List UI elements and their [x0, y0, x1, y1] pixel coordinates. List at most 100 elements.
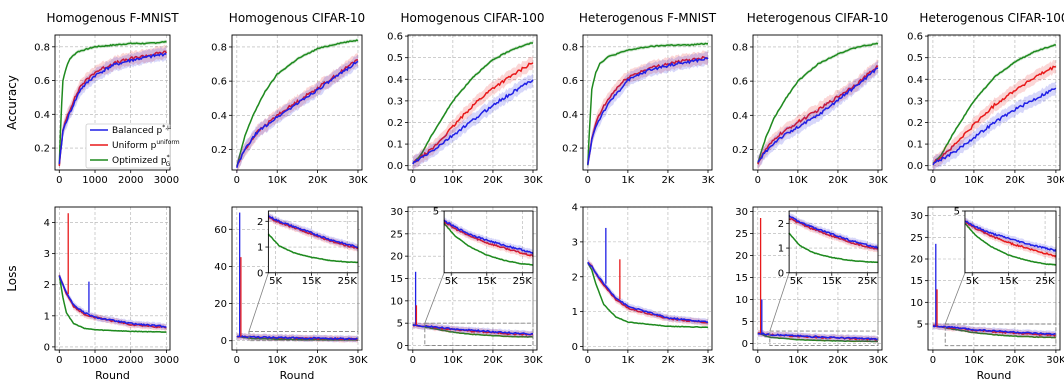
panel-loss-4-y-tick-label: 3 — [572, 237, 578, 248]
panel-loss-2-y-tick-label: 40 — [214, 262, 227, 273]
panel-loss-6-y-tick-label: 15 — [910, 276, 923, 287]
panel-accuracy-2-title: Homogenous CIFAR-10 — [229, 11, 365, 25]
panel-accuracy-3-y-tick-label: 0.6 — [387, 32, 403, 43]
panel-loss-2-y-tick-label: 60 — [214, 225, 227, 236]
panel-accuracy-3-x-tick-label: 30K — [523, 175, 543, 186]
panel-accuracy-3-series-balanced — [412, 79, 534, 165]
panel-loss-5-x-tick-label: 30K — [868, 355, 888, 366]
panel-loss-6-inset-series-uniform — [964, 220, 1057, 258]
panel-loss-1-y-tick-label: 2 — [44, 280, 50, 291]
panel-loss-3-zoom-connector — [424, 272, 445, 324]
panel-accuracy-2-series-optimized — [236, 39, 359, 167]
panel-accuracy-4-y-tick-label: 0.6 — [562, 76, 578, 87]
panel-accuracy-2-series-balanced — [236, 60, 359, 168]
panel-loss-4-x-tick-label: 3K — [702, 355, 715, 366]
panel-accuracy-1-y-axis-label: Accuracy — [5, 75, 19, 130]
panel-loss-6-x-tick-label: 10K — [964, 355, 984, 366]
panel-loss-6-y-tick-label: 20 — [910, 255, 923, 266]
panel-loss-2-inset-x-tick-label: 5K — [269, 276, 282, 287]
panel-accuracy-6-y-tick-label: 0.3 — [907, 96, 923, 107]
panel-accuracy-1-x-tick-label: 2000 — [118, 175, 143, 186]
panel-accuracy-4-series-balanced — [587, 57, 709, 165]
panel-loss-2-x-tick-label: 20K — [308, 355, 328, 366]
panel-accuracy-4-x-tick-label: 0 — [585, 175, 591, 186]
panel-loss-5-inset-x-tick-label: 15K — [822, 276, 842, 287]
panel-accuracy-5-x-tick-label: 20K — [828, 175, 848, 186]
panel-accuracy-2: 0 10K 20K 30K 0.2 0.4 0.6 0.8 Homogenous CIFAR-1… — [211, 11, 368, 186]
panel-accuracy-3-frame — [407, 34, 538, 171]
panel-loss-2-frame — [231, 206, 363, 351]
panel-loss-6-inset-y-tick-label: 5 — [954, 207, 960, 218]
panel-accuracy-3: 0 10K 20K 30K 0.0 0.1 0.2 0.3 0.4 0.5 0.6 Homogenou… — [387, 11, 544, 186]
panel-loss-3-y-tick-label: 20 — [390, 252, 403, 263]
panel-accuracy-6-y-tick-label: 0.4 — [907, 75, 923, 86]
panel-accuracy-2-x-tick-label: 10K — [268, 175, 288, 186]
panel-loss-6-inset-series-balanced — [964, 220, 1057, 252]
panel-accuracy-5-x-tick-label: 10K — [788, 175, 808, 186]
panel-loss-6: 0 10K 20K 30K 5 10 15 20 25 30 5K 15K 25K 5 Round — [910, 207, 1064, 383]
panel-loss-4-y-tick-label: 0 — [572, 342, 578, 353]
panel-loss-6-series-optimized — [932, 325, 1056, 339]
panel-loss-4-plot-area — [583, 207, 712, 350]
panel-accuracy-4-y-tick-label: 0.8 — [562, 42, 578, 53]
panel-loss-1-x-tick-label: 0 — [56, 355, 62, 366]
panel-loss-5-y-tick-label: 10 — [735, 295, 748, 306]
panel-loss-5-inset-series-optimized — [788, 232, 878, 264]
panel-loss-5-inset-y-tick-label: 2 — [778, 219, 784, 230]
panel-loss-6-inset-series-optimized — [964, 223, 1057, 266]
panel-loss-5-inset: 5K 15K 25K 0 1 2 — [778, 210, 879, 287]
panel-accuracy-1-y-tick-label: 0.2 — [34, 144, 50, 155]
panel-loss-1-y-tick-label: 3 — [44, 249, 50, 260]
panel-loss-5-series-optimized — [757, 332, 878, 343]
panel-accuracy-5-series-balanced — [757, 67, 879, 163]
panel-loss-6-series-balanced — [932, 324, 1057, 336]
panel-loss-1-band-uniform — [59, 272, 167, 331]
panel-accuracy-3-y-tick-label: 0.0 — [387, 161, 403, 172]
panel-accuracy-3-band-uniform — [412, 56, 533, 170]
legend-label-balanced: Balanced p*,μ — [112, 124, 171, 136]
panel-loss-3-inset-x-tick-label: 5K — [445, 276, 458, 287]
panel-accuracy-2-x-tick-label: 30K — [348, 175, 368, 186]
panel-accuracy-1-y-tick-label: 0.4 — [34, 110, 50, 121]
panel-loss-5-y-tick-label: 15 — [735, 273, 748, 284]
panel-accuracy-2-frame — [231, 34, 363, 171]
panel-loss-4-series-balanced — [587, 261, 709, 323]
panel-accuracy-3-x-tick-label: 20K — [483, 175, 503, 186]
panel-accuracy-6-x-tick-label: 30K — [1046, 175, 1064, 186]
panel-accuracy-3-series-uniform — [412, 62, 534, 164]
panel-loss-4-x-tick-label: 1K — [621, 355, 634, 366]
panel-loss-3-y-tick-label: 15 — [390, 274, 403, 285]
panel-loss-3-inset-x-tick-label: 15K — [477, 276, 497, 287]
panel-accuracy-4-series-optimized — [587, 42, 708, 166]
panel-loss-1-series-optimized — [58, 275, 167, 333]
panel-loss-3-inset-y-tick-label: 5 — [433, 207, 439, 218]
panel-loss-5-y-tick-label: 5 — [742, 317, 748, 328]
panel-accuracy-1-series-balanced — [58, 52, 167, 164]
panel-loss-1-x-axis-label: Round — [95, 369, 130, 382]
panel-accuracy-6-title: Heterogenous CIFAR-100 — [919, 11, 1064, 25]
panel-loss-3-y-tick-label: 5 — [397, 319, 403, 330]
panel-loss-5-x-tick-label: 20K — [828, 355, 848, 366]
panel-accuracy-1-x-tick-label: 0 — [56, 175, 62, 186]
panel-accuracy-6-series-optimized — [932, 44, 1056, 164]
panel-loss-2-x-axis-label: Round — [280, 369, 315, 382]
panel-accuracy-5-y-tick-label: 0.8 — [732, 42, 748, 53]
panel-loss-3-inset-series-balanced — [443, 219, 534, 255]
panel-accuracy-1-y-tick-label: 0.6 — [34, 76, 50, 87]
panel-loss-2-inset-series-balanced — [268, 215, 359, 249]
panel-loss-5-y-tick-label: 25 — [735, 229, 748, 240]
panel-loss-2-inset-x-tick-label: 15K — [302, 276, 322, 287]
panel-loss-6-zoom-region — [944, 323, 1057, 347]
panel-accuracy-3-y-tick-label: 0.3 — [387, 96, 403, 107]
panel-accuracy-1-frame — [54, 34, 171, 171]
legend-frame — [85, 123, 171, 169]
panel-loss-2-inset-y-tick-label: 2 — [257, 217, 263, 228]
panel-accuracy-6-series-uniform — [932, 65, 1056, 165]
panel-loss-4-x-tick-label: 0 — [585, 355, 591, 366]
panel-accuracy-4-title: Heterogenous F-MNIST — [579, 11, 717, 25]
panel-accuracy-6-y-tick-label: 0.5 — [907, 53, 923, 64]
panel-loss-5-inset-series-uniform — [788, 217, 879, 250]
panel-accuracy-1-title: Homogenous F-MNIST — [46, 11, 179, 25]
panel-loss-5: 0 10K 20K 30K 0 5 10 15 20 25 30 5K 15K 25K 0 1 2 — [735, 206, 888, 366]
panel-accuracy-6-frame — [927, 34, 1061, 171]
